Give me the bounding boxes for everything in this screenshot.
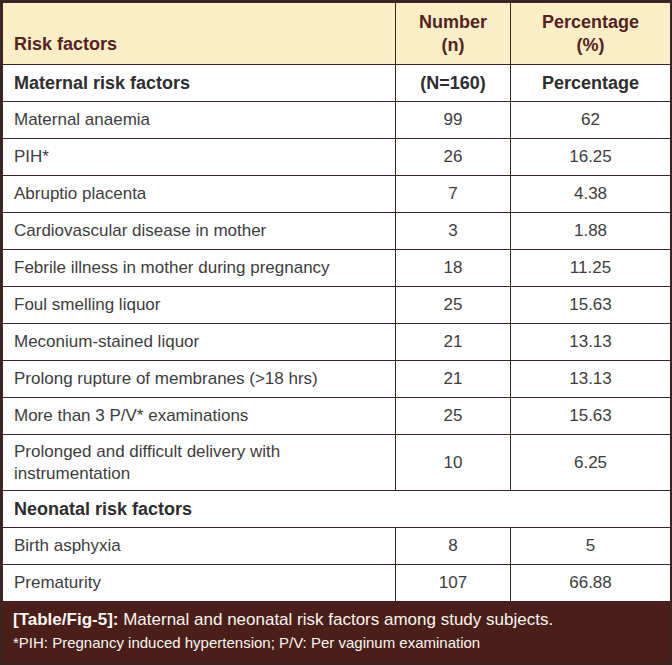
column-header-label: Risk factors bbox=[14, 34, 117, 54]
risk-factor-cell: Cardiovascular disease in mother bbox=[3, 213, 396, 250]
table-row: Maternal risk factors(N=160)Percentage bbox=[3, 65, 671, 102]
risk-factor-cell: More than 3 P/V* examinations bbox=[3, 398, 396, 435]
figure-tag: [Table/Fig-5]: bbox=[13, 610, 118, 629]
column-header-sublabel: (%) bbox=[511, 34, 670, 57]
risk-factor-cell: Maternal risk factors bbox=[3, 65, 396, 102]
percentage-cell: 6.25 bbox=[511, 435, 671, 491]
table-row: Meconium-stained liquor2113.13 bbox=[3, 324, 671, 361]
number-cell: 3 bbox=[396, 213, 511, 250]
risk-factor-cell: Meconium-stained liquor bbox=[3, 324, 396, 361]
header-row: Risk factors Number (n) Percentage (%) bbox=[3, 3, 671, 65]
section-label: Neonatal risk factors bbox=[3, 491, 671, 528]
table-fig-5: Risk factors Number (n) Percentage (%) M… bbox=[0, 0, 672, 665]
table-row: Febrile illness in mother during pregnan… bbox=[3, 250, 671, 287]
column-header-percentage: Percentage (%) bbox=[511, 3, 671, 65]
percentage-cell: Percentage bbox=[511, 65, 671, 102]
risk-factor-cell: Prolonged and difficult delivery with in… bbox=[3, 435, 396, 491]
risk-factor-cell: Febrile illness in mother during pregnan… bbox=[3, 250, 396, 287]
table-row: Prolong rupture of membranes (>18 hrs)21… bbox=[3, 361, 671, 398]
section-row: Neonatal risk factors bbox=[3, 491, 671, 528]
column-header-risk-factors: Risk factors bbox=[3, 3, 396, 65]
percentage-cell: 15.63 bbox=[511, 287, 671, 324]
table-row: More than 3 P/V* examinations2515.63 bbox=[3, 398, 671, 435]
number-cell: 8 bbox=[396, 528, 511, 565]
number-cell: 99 bbox=[396, 102, 511, 139]
percentage-cell: 13.13 bbox=[511, 324, 671, 361]
column-header-label: Number bbox=[396, 11, 510, 34]
table-row: Birth asphyxia85 bbox=[3, 528, 671, 565]
number-cell: 21 bbox=[396, 361, 511, 398]
percentage-cell: 66.88 bbox=[511, 565, 671, 602]
table-row: Prolonged and difficult delivery with in… bbox=[3, 435, 671, 491]
percentage-cell: 4.38 bbox=[511, 176, 671, 213]
risk-factor-cell: Foul smelling liquor bbox=[3, 287, 396, 324]
risk-factor-cell: Maternal anaemia bbox=[3, 102, 396, 139]
number-cell: 21 bbox=[396, 324, 511, 361]
percentage-cell: 1.88 bbox=[511, 213, 671, 250]
table-row: Abruptio placenta74.38 bbox=[3, 176, 671, 213]
risk-factor-cell: PIH* bbox=[3, 139, 396, 176]
caption-footnote: *PIH: Pregnancy induced hypertension; P/… bbox=[13, 633, 659, 653]
risk-factor-cell: Birth asphyxia bbox=[3, 528, 396, 565]
risk-factors-table: Risk factors Number (n) Percentage (%) M… bbox=[2, 2, 671, 602]
number-cell: 7 bbox=[396, 176, 511, 213]
table-row: Cardiovascular disease in mother31.88 bbox=[3, 213, 671, 250]
risk-factor-cell: Prolong rupture of membranes (>18 hrs) bbox=[3, 361, 396, 398]
number-cell: 26 bbox=[396, 139, 511, 176]
number-cell: 25 bbox=[396, 398, 511, 435]
column-header-label: Percentage bbox=[511, 11, 670, 34]
percentage-cell: 16.25 bbox=[511, 139, 671, 176]
number-cell: 10 bbox=[396, 435, 511, 491]
percentage-cell: 13.13 bbox=[511, 361, 671, 398]
number-cell: 25 bbox=[396, 287, 511, 324]
table-body: Maternal risk factors(N=160)PercentageMa… bbox=[3, 65, 671, 602]
number-cell: 18 bbox=[396, 250, 511, 287]
percentage-cell: 62 bbox=[511, 102, 671, 139]
caption-line: [Table/Fig-5]: Maternal and neonatal ris… bbox=[13, 609, 659, 632]
table-row: Maternal anaemia9962 bbox=[3, 102, 671, 139]
number-cell: 107 bbox=[396, 565, 511, 602]
percentage-cell: 5 bbox=[511, 528, 671, 565]
figure-caption: [Table/Fig-5]: Maternal and neonatal ris… bbox=[2, 602, 670, 663]
risk-factor-cell: Abruptio placenta bbox=[3, 176, 396, 213]
risk-factor-cell: Prematurity bbox=[3, 565, 396, 602]
number-cell: (N=160) bbox=[396, 65, 511, 102]
table-header: Risk factors Number (n) Percentage (%) bbox=[3, 3, 671, 65]
caption-text: Maternal and neonatal risk factors among… bbox=[118, 610, 553, 629]
table-row: Prematurity10766.88 bbox=[3, 565, 671, 602]
column-header-number: Number (n) bbox=[396, 3, 511, 65]
column-header-sublabel: (n) bbox=[396, 34, 510, 57]
percentage-cell: 11.25 bbox=[511, 250, 671, 287]
table-row: Foul smelling liquor2515.63 bbox=[3, 287, 671, 324]
percentage-cell: 15.63 bbox=[511, 398, 671, 435]
table-row: PIH*2616.25 bbox=[3, 139, 671, 176]
